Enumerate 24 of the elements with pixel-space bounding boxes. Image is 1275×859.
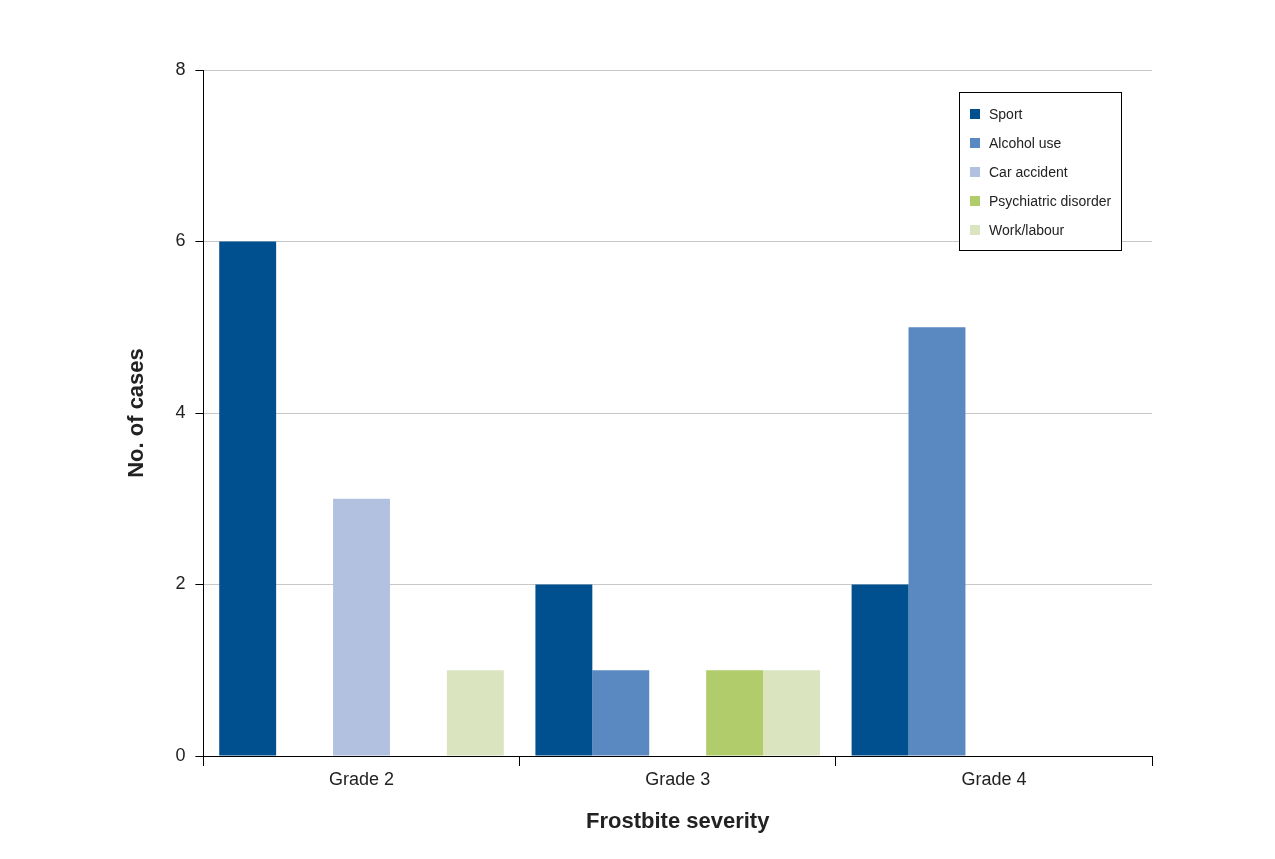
- y-tick-label: 4: [175, 401, 186, 422]
- x-axis-title: Frostbite severity: [586, 807, 771, 833]
- legend-label: Psychiatric disorder: [989, 192, 1112, 209]
- bar: [908, 327, 966, 756]
- legend-label: Car accident: [989, 163, 1068, 180]
- x-tick-label: Grade 3: [645, 768, 711, 789]
- bar: [763, 670, 820, 756]
- bar: [535, 584, 593, 756]
- bar: [851, 584, 909, 756]
- y-axis-title: No. of cases: [123, 348, 149, 478]
- bar: [446, 670, 504, 756]
- x-tick-label: Grade 4: [961, 768, 1027, 789]
- legend-label: Work/labour: [989, 221, 1065, 238]
- legend-label: Alcohol use: [989, 134, 1062, 151]
- bar: [219, 241, 277, 756]
- y-tick-label: 8: [175, 58, 186, 79]
- y-tick-label: 0: [175, 744, 186, 765]
- bar: [706, 670, 764, 756]
- x-tick-label: Grade 2: [328, 768, 395, 789]
- bar: [592, 670, 650, 756]
- y-tick-label: 6: [175, 230, 186, 251]
- y-tick-label: 2: [175, 573, 186, 594]
- legend-label: Sport: [989, 105, 1023, 122]
- bar: [333, 498, 390, 756]
